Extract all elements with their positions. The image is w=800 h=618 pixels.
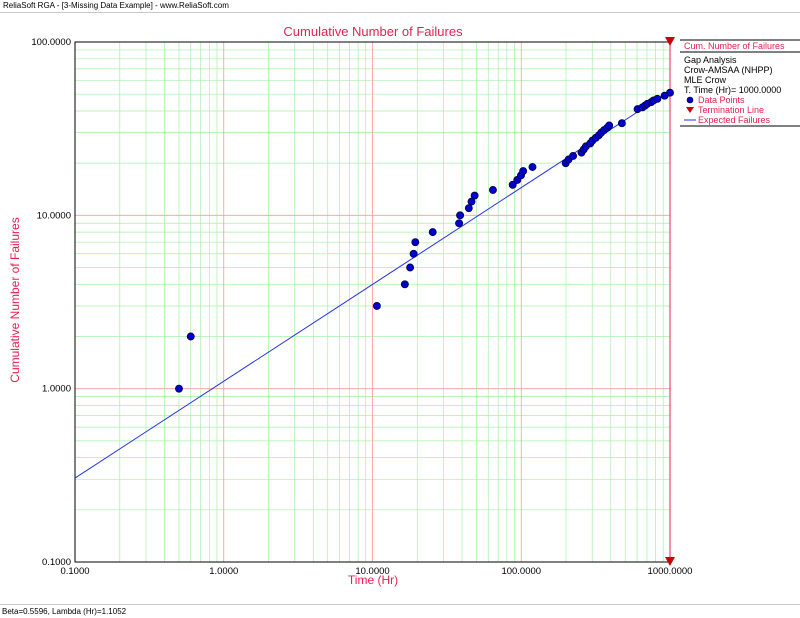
data-point — [519, 167, 528, 176]
data-point — [508, 180, 517, 189]
axis-tick-labels: 0.1000 1.0000 10.0000 100.0000 1000.0000 0.10… — [31, 37, 692, 577]
data-point — [653, 94, 662, 103]
x-tick-label: 100.0000 — [501, 566, 541, 577]
data-point — [467, 197, 476, 206]
y-tick-label: 10.0000 — [37, 210, 71, 221]
legend-header: Cum. Number of Failures — [684, 41, 785, 51]
x-axis-title: Time (Hr) — [348, 573, 398, 587]
data-point — [528, 163, 537, 171]
data-point — [372, 302, 381, 310]
data-point — [605, 121, 614, 130]
x-tick-label: 1000.0000 — [648, 566, 693, 577]
data-point — [175, 384, 183, 393]
legend-info-3: MLE Crow — [684, 75, 727, 85]
data-point — [488, 186, 497, 194]
data-point — [409, 249, 418, 258]
window-title: ReliaSoft RGA - [3-Missing Data Example]… — [3, 1, 229, 10]
data-point — [470, 191, 479, 200]
x-tick-label: 0.1000 — [60, 566, 89, 577]
y-tick-label: 1.0000 — [42, 384, 71, 395]
cumulative-failures-chart: Cumulative Number of Failures 0.1000 1.00… — [8, 24, 800, 587]
data-point — [456, 211, 465, 220]
chart-title: Cumulative Number of Failures — [283, 24, 463, 39]
data-point — [455, 219, 464, 228]
data-point — [464, 204, 473, 213]
data-point — [617, 119, 626, 128]
legend-data-points-label: Data Points — [698, 95, 745, 105]
termination-marker — [665, 557, 675, 566]
data-point — [186, 332, 195, 341]
x-tick-label: 10.0000 — [355, 566, 389, 577]
y-tick-label: 100.0000 — [31, 37, 71, 48]
data-point — [428, 228, 437, 237]
y-axis-title: Cumulative Number of Failures — [8, 217, 22, 382]
data-point — [406, 263, 415, 272]
legend-termination-label: Termination Line — [698, 105, 764, 115]
legend-expected-label: Expected Failures — [698, 115, 771, 125]
x-tick-label: 1.0000 — [209, 566, 238, 577]
legend-termination-marker — [686, 107, 694, 113]
status-bar: Beta=0.5596, Lambda (Hr)=1.1052 — [0, 604, 800, 618]
series-lines — [74, 37, 675, 566]
model-parameters: Beta=0.5596, Lambda (Hr)=1.1052 — [2, 607, 127, 616]
legend: Cum. Number of Failures Gap Analysis Cro… — [680, 39, 800, 127]
data-point — [569, 152, 578, 160]
legend-data-points-marker — [686, 96, 694, 104]
data-point — [666, 88, 674, 97]
y-tick-label: 0.1000 — [42, 557, 71, 568]
legend-info-1: Gap Analysis — [684, 55, 737, 65]
data-point — [411, 238, 420, 247]
window-title-bar: ReliaSoft RGA - [3-Missing Data Example]… — [0, 0, 800, 13]
termination-marker — [665, 37, 675, 46]
data-point — [400, 280, 409, 289]
legend-info-4: T. Time (Hr)= 1000.0000 — [684, 85, 781, 95]
data-points — [175, 88, 674, 393]
legend-info-2: Crow-AMSAA (NHPP) — [684, 65, 773, 75]
